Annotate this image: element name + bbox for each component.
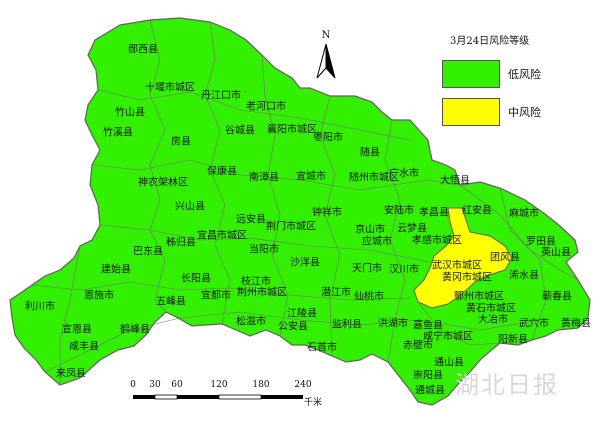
county-label: 咸宁市城区 <box>423 331 473 343</box>
county-label: 宜都市 <box>201 290 231 302</box>
county-label: 宣恩县 <box>62 324 92 336</box>
legend-label-medium: 中风险 <box>508 106 541 119</box>
county-label: 潜江市 <box>321 287 351 299</box>
legend-swatch-low <box>442 60 500 88</box>
scale-bar-graphic <box>133 394 303 400</box>
north-arrow-icon <box>316 43 336 79</box>
county-label: 孝感市城区 <box>412 235 462 247</box>
county-label: 石首市 <box>307 342 337 354</box>
county-label: 十堰市城区 <box>145 82 195 94</box>
county-label: 长阳县 <box>181 273 211 285</box>
county-label: 枝江市 <box>241 276 271 288</box>
county-label: 通城县 <box>415 385 445 397</box>
legend: 3月24日风险等级 低风险 中风险 <box>422 28 584 136</box>
county-label: 巴东县 <box>133 246 163 258</box>
county-label: 建始县 <box>101 264 131 276</box>
county-label: 公安县 <box>278 321 308 333</box>
county-label: 房县 <box>171 136 191 148</box>
county-label: 黄石市城区 <box>466 303 516 315</box>
county-label: 襄阳市城区 <box>267 124 317 136</box>
county-label: 罗田县 <box>526 236 556 248</box>
scale-unit: 千米 <box>304 398 323 408</box>
county-label: 黄梅县 <box>561 318 591 330</box>
county-label: 谷城县 <box>225 125 255 137</box>
county-label: 沙洋县 <box>290 257 320 269</box>
north-label: N <box>321 30 331 41</box>
county-label: 随县 <box>360 147 380 159</box>
scale-tick: 0 <box>130 380 136 390</box>
county-label: 武汉市城区 <box>432 260 482 272</box>
scale-tick: 240 <box>294 380 312 390</box>
county-label: 英山县 <box>541 247 571 259</box>
county-label: 宜城市 <box>296 171 326 183</box>
county-label: 通山县 <box>434 357 464 369</box>
county-label: 兴山县 <box>175 201 205 213</box>
legend-title: 3月24日风险等级 <box>450 36 530 47</box>
county-label: 保康县 <box>207 166 237 178</box>
county-label: 仙桃市 <box>354 291 384 303</box>
county-label: 崇阳县 <box>413 370 443 382</box>
county-label: 红安县 <box>462 205 492 217</box>
county-label: 嘉鱼县 <box>413 320 443 332</box>
county-label: 荆州市城区 <box>237 287 287 299</box>
county-label: 远安县 <box>236 214 266 226</box>
county-label: 黄冈市城区 <box>442 272 492 284</box>
county-label: 浠水县 <box>509 270 539 282</box>
county-label: 应城市 <box>362 236 392 248</box>
county-label: 恩施市 <box>84 290 114 302</box>
county-label: 五峰县 <box>156 296 186 308</box>
county-label: 郧西县 <box>128 44 158 56</box>
county-label: 竹溪县 <box>103 127 133 139</box>
county-label: 团风县 <box>490 252 520 264</box>
county-label: 江陵县 <box>287 308 317 320</box>
county-label: 广水市 <box>389 168 419 180</box>
county-label: 天门市 <box>352 263 382 275</box>
county-label: 利川市 <box>25 301 55 313</box>
county-label: 云梦县 <box>397 223 427 235</box>
scale-tick: 180 <box>252 380 270 390</box>
county-label: 麻城市 <box>509 208 539 220</box>
county-label: 蕲春县 <box>542 291 572 303</box>
county-label: 秭归县 <box>166 237 196 249</box>
scale-bar: 0 30 60 120 180 240 千米 <box>128 380 328 410</box>
county-label: 汉川市 <box>389 264 419 276</box>
county-label: 鄂州市城区 <box>454 291 504 303</box>
county-label: 竹山县 <box>115 107 145 119</box>
county-label: 鹤峰县 <box>120 324 150 336</box>
watermark-logo: 湖北日报 <box>455 371 559 399</box>
county-label: 老河口市 <box>246 101 286 113</box>
legend-swatch-medium <box>442 98 500 126</box>
county-label: 松滋市 <box>236 316 266 328</box>
county-label: 赤壁市 <box>403 340 433 352</box>
county-label: 武穴市 <box>519 318 549 330</box>
county-label: 咸丰县 <box>69 341 99 353</box>
county-label: 当阳市 <box>249 244 279 256</box>
north-arrow: N <box>311 30 341 82</box>
county-label: 随州市城区 <box>349 172 399 184</box>
county-label: 孝昌县 <box>419 207 449 219</box>
county-label: 神农架林区 <box>138 177 188 189</box>
county-label: 宜昌市城区 <box>197 230 247 242</box>
county-label: 阳新县 <box>498 334 528 346</box>
county-label: 监利县 <box>332 319 362 331</box>
county-label: 洪湖市 <box>378 318 408 330</box>
county-label: 枣阳市 <box>313 132 343 144</box>
county-label: 京山市 <box>355 224 385 236</box>
county-label: 钟祥市 <box>312 207 342 219</box>
legend-label-low: 低风险 <box>508 68 541 81</box>
county-label: 安陆市 <box>384 205 414 217</box>
county-label: 来凤县 <box>56 368 86 380</box>
scale-tick: 60 <box>171 380 183 390</box>
county-label: 大冶市 <box>478 314 508 326</box>
scale-tick: 30 <box>149 380 161 390</box>
county-label: 荆门市城区 <box>266 221 316 233</box>
county-label: 大悟县 <box>440 175 470 187</box>
county-label: 丹江口市 <box>201 90 241 102</box>
scale-tick: 120 <box>210 380 228 390</box>
wuhan-medium-risk-area <box>413 207 513 309</box>
county-label: 南漳县 <box>249 172 279 184</box>
